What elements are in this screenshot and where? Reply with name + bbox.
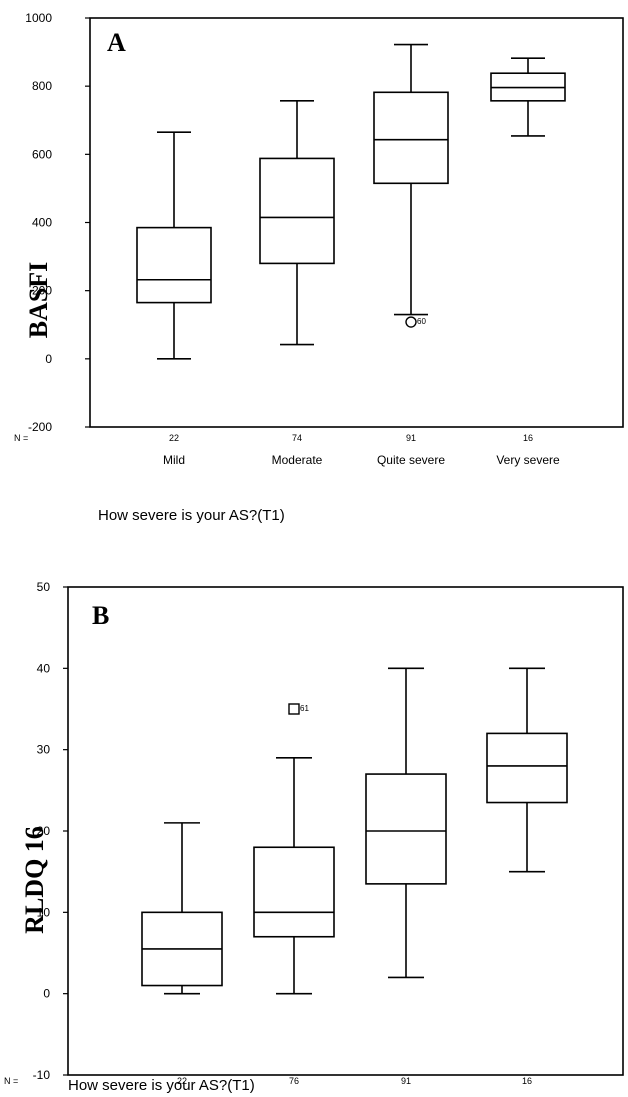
y-axis-label: RLDQ 16 bbox=[20, 826, 49, 934]
count-label: 16 bbox=[523, 433, 533, 443]
y-tick-label: 400 bbox=[32, 216, 52, 230]
box-very-severe bbox=[490, 57, 566, 137]
count-label: 22 bbox=[169, 433, 179, 443]
y-tick-label: 200 bbox=[32, 284, 52, 298]
box-mild bbox=[136, 131, 212, 360]
panel-letter: B bbox=[92, 601, 109, 630]
box-moderate bbox=[253, 756, 335, 995]
category-label: Mild bbox=[163, 453, 185, 467]
category-label: Quite severe bbox=[377, 453, 445, 467]
outlier-marker bbox=[288, 703, 300, 715]
x-axis-label: How severe is your AS?(T1) bbox=[68, 1077, 255, 1094]
outlier-id-label: 61 bbox=[300, 704, 309, 713]
box-iqr bbox=[365, 773, 447, 885]
y-tick-label: 800 bbox=[32, 79, 52, 93]
y-tick-label: 0 bbox=[43, 987, 50, 1001]
box-quite-severe bbox=[373, 43, 449, 316]
y-tick-label: 30 bbox=[37, 743, 51, 757]
y-tick-label: -200 bbox=[28, 420, 52, 434]
y-tick-label: -10 bbox=[33, 1068, 51, 1082]
count-label: 91 bbox=[406, 433, 416, 443]
box-iqr bbox=[136, 226, 212, 304]
category-label: Mild bbox=[169, 1094, 195, 1097]
y-tick-label: 0 bbox=[45, 352, 52, 366]
category-label: Very severe bbox=[490, 1094, 564, 1097]
category-label: Very severe bbox=[496, 453, 560, 467]
count-label: 16 bbox=[522, 1076, 532, 1086]
n-label: N = bbox=[14, 433, 28, 443]
y-tick-label: 1000 bbox=[25, 11, 52, 25]
box-very-severe bbox=[486, 667, 568, 873]
y-tick-label: 20 bbox=[37, 824, 51, 838]
box-moderate bbox=[259, 100, 335, 346]
count-label: 22 bbox=[177, 1076, 187, 1086]
count-label: 74 bbox=[292, 433, 302, 443]
box-iqr bbox=[373, 91, 449, 185]
box-mild bbox=[141, 822, 223, 995]
panel-b: -10 0 10 20 30 40 50 B RLDQ 16 61 N = 22 76 91 16 Mild M… bbox=[4, 580, 624, 1097]
y-tick-label: 600 bbox=[32, 147, 52, 161]
count-label: 91 bbox=[401, 1076, 411, 1086]
category-label: Quite severe bbox=[366, 1094, 446, 1097]
n-label: N = bbox=[4, 1076, 18, 1086]
y-tick-label: 10 bbox=[37, 905, 51, 919]
y-tick-label: 40 bbox=[37, 661, 51, 675]
outlier-marker bbox=[405, 316, 417, 328]
box-iqr bbox=[253, 846, 335, 938]
category-label: Moderate bbox=[264, 1094, 323, 1097]
panel-letter: A bbox=[107, 28, 126, 57]
box-quite-severe bbox=[365, 667, 447, 979]
box-iqr bbox=[259, 157, 335, 265]
outlier-id-label: 60 bbox=[417, 317, 426, 326]
count-label: 76 bbox=[289, 1076, 299, 1086]
y-tick-label: 50 bbox=[37, 580, 51, 594]
panel-a: -200 0 200 400 600 800 1000 A BASFI 60 N = 22 74 91 16… bbox=[14, 11, 624, 524]
y-axis-label: BASFI bbox=[24, 262, 53, 339]
category-label: Moderate bbox=[272, 453, 323, 467]
box-iqr bbox=[486, 732, 568, 804]
x-axis-label: How severe is your AS?(T1) bbox=[98, 507, 285, 524]
plot-frame bbox=[67, 586, 624, 1076]
